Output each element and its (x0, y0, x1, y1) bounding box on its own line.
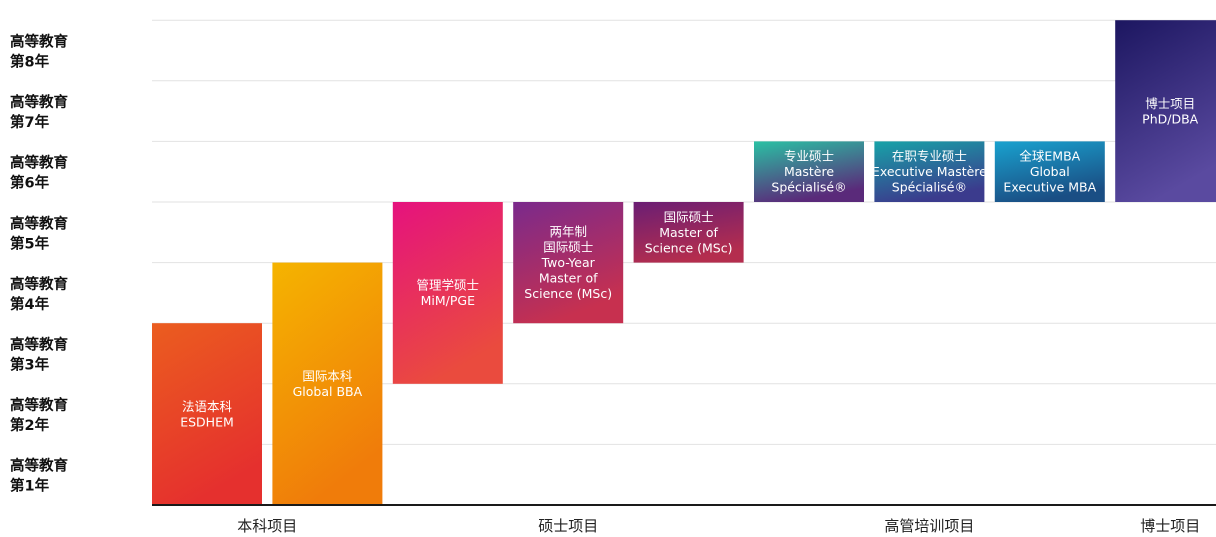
bar-group: 专业硕士 Mastère Spécialisé® (754, 141, 864, 202)
category-label: 本科项目 (237, 517, 297, 535)
y-tick-label: 高等教育第3年 (10, 336, 68, 374)
category-labels: 本科项目 硕士项目 高管培训项目 博士项目 (237, 517, 1200, 535)
y-tick-label: 高等教育第2年 (10, 396, 68, 434)
bar (272, 262, 383, 505)
y-tick-label: 高等教育第5年 (10, 214, 68, 252)
bar-group: 全球EMBA Global Executive MBA (994, 141, 1105, 202)
bar-label: 在职专业硕士 Executive Mastère Spécialisé® (872, 149, 987, 195)
bar-label: 国际硕士 Master of Science (MSc) (645, 209, 733, 255)
bar (633, 202, 744, 263)
bar-group: 法语本科 ESDHEM (152, 323, 262, 505)
bar (392, 202, 503, 384)
bar (513, 202, 624, 324)
category-label: 高管培训项目 (884, 517, 974, 535)
y-axis-labels: 高等教育第1年高等教育第2年高等教育第3年高等教育第4年高等教育第5年高等教育第… (10, 33, 68, 495)
bar (874, 141, 985, 202)
bar (994, 141, 1105, 202)
bar-label: 博士项目 PhD/DBA (1142, 96, 1198, 127)
category-label: 硕士项目 (538, 517, 598, 535)
y-tick-label: 高等教育第1年 (10, 457, 68, 495)
bar-group: 国际硕士 Master of Science (MSc) (633, 202, 744, 263)
bar (1115, 20, 1216, 203)
bar-label: 全球EMBA Global Executive MBA (1003, 149, 1096, 195)
bar-group: 国际本科 Global BBA (272, 262, 383, 505)
bar-group: 两年制国际硕士 Two-Year Master of Science (MSc) (513, 202, 624, 324)
bar-group: 博士项目 PhD/DBA (1115, 20, 1216, 203)
y-tick-label: 高等教育第8年 (10, 33, 68, 71)
bars: 法语本科 ESDHEM 国际本科 Global BBA 管理学硕士 MiM/PGE 两年制国… (152, 20, 1216, 505)
bar-group: 管理学硕士 MiM/PGE (392, 202, 503, 384)
bar (754, 141, 864, 202)
bar-label: 法语本科 ESDHEM (180, 399, 234, 430)
bar (152, 323, 262, 505)
bar-label: 管理学硕士 MiM/PGE (417, 278, 480, 309)
y-tick-label: 高等教育第7年 (10, 93, 68, 131)
category-label: 博士项目 (1140, 517, 1200, 535)
y-tick-label: 高等教育第4年 (10, 275, 68, 313)
bar-group: 在职专业硕士 Executive Mastère Spécialisé® (872, 141, 987, 202)
bar-label: 国际本科 Global BBA (293, 369, 363, 400)
y-tick-label: 高等教育第6年 (10, 154, 68, 192)
bar-label: 两年制国际硕士 Two-Year Master of Science (MSc) (524, 224, 612, 301)
bar-label: 专业硕士 Mastère Spécialisé® (771, 149, 846, 195)
